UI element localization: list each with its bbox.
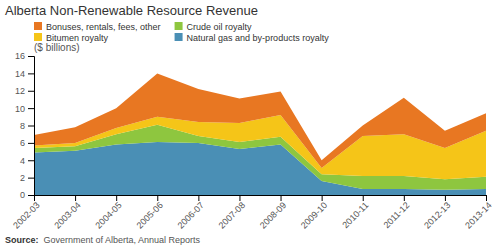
x-tick: 2011-12 [381,195,411,230]
x-tick-label: 2005-06 [134,200,164,230]
x-tick-label: 2009-10 [299,200,329,230]
x-tick-label: 2010-11 [340,200,370,230]
x-tick-label: 2012-13 [422,200,452,230]
y-tick: 0 [20,190,34,200]
areas [34,73,486,195]
y-tick-label: 12 [15,86,25,96]
legend: Bonuses, rentals, fees, otherBitumen roy… [34,22,329,43]
source: Government of Alberta, Annual Reports [44,235,201,245]
y-tick-label: 14 [15,69,25,79]
y-tick-mark [28,108,34,109]
x-tick-label: 2007-08 [217,200,247,230]
x-tick-label: 2004-05 [93,200,123,230]
y-tick-label: 4 [20,156,25,166]
y-tick: 10 [15,104,34,114]
chart: Alberta Non-Renewable Resource Revenue Bo… [0,0,500,247]
area [34,73,486,168]
x-tick: 2009-10 [299,195,329,231]
title: Alberta Non-Renewable Resource Revenue [5,3,258,18]
y-tick-mark [28,56,34,57]
y-tick: 16 [15,51,34,61]
legend-item: Bitumen royalty [34,33,109,43]
y-axis: 0 2 4 6 8 10 12 14 16 [15,51,35,200]
legend-label: Bitumen royalty [46,33,109,43]
x-tick: 2010-11 [340,195,370,230]
source: Source: [5,235,39,245]
legend-swatch [34,33,42,41]
x-tick: 2008-09 [258,195,288,231]
y-axis-line [28,57,35,196]
y-tick: 12 [15,86,34,96]
x-tick-label: 2008-09 [258,200,288,230]
legend-label: Natural gas and by-products royalty [187,33,330,43]
legend-swatch [34,22,42,30]
y-tick-mark [28,160,34,161]
y-tick: 4 [20,156,34,166]
legend-swatch [175,33,183,41]
x-tick-label: 2002-03 [11,200,41,230]
y-tick-label: 8 [20,121,25,131]
legend-item: Bonuses, rentals, fees, other [34,22,161,32]
y-tick: 2 [20,173,34,183]
y-tick-mark [28,143,34,144]
legend-item: Crude oil royalty [175,22,253,32]
y-axis-label: ($ billions) [34,42,80,53]
y-tick-label: 0 [20,190,25,200]
x-tick: 2002-03 [11,195,41,231]
legend-label: Crude oil royalty [187,22,253,32]
x-tick-label: 2006-07 [176,200,206,230]
x-axis-line [35,196,487,202]
y-tick-label: 6 [20,138,25,148]
y-tick-mark [28,73,34,74]
x-tick-label: 2011-12 [381,200,411,230]
y-tick-label: 16 [15,51,25,61]
y-tick-label: 2 [20,173,25,183]
legend-swatch [175,22,183,30]
x-tick-label: 2003-04 [52,200,82,230]
y-tick-mark [28,195,34,196]
y-tick-mark [28,126,34,127]
legend-label: Bonuses, rentals, fees, other [46,22,161,32]
y-tick-mark [28,91,34,92]
plot: 0 2 4 6 8 10 12 14 16 2002-03 2003-04 2004-05 2005-0… [11,51,493,230]
y-tick: 14 [15,69,34,79]
x-tick: 2012-13 [422,195,452,231]
x-tick: 2007-08 [217,195,247,231]
x-tick: 2013-14 [463,195,493,231]
x-tick: 2006-07 [176,195,206,231]
x-tick: 2005-06 [134,195,164,231]
y-tick-mark [28,178,34,179]
y-tick-label: 10 [15,104,25,114]
x-tick: 2003-04 [52,195,82,231]
y-tick: 6 [20,138,34,148]
y-tick: 8 [20,121,34,131]
x-axis: 2002-03 2003-04 2004-05 2005-06 2006-07 2007-… [11,195,493,231]
x-tick-label: 2013-14 [463,200,493,230]
x-tick: 2004-05 [93,195,123,231]
legend-item: Natural gas and by-products royalty [175,33,330,43]
